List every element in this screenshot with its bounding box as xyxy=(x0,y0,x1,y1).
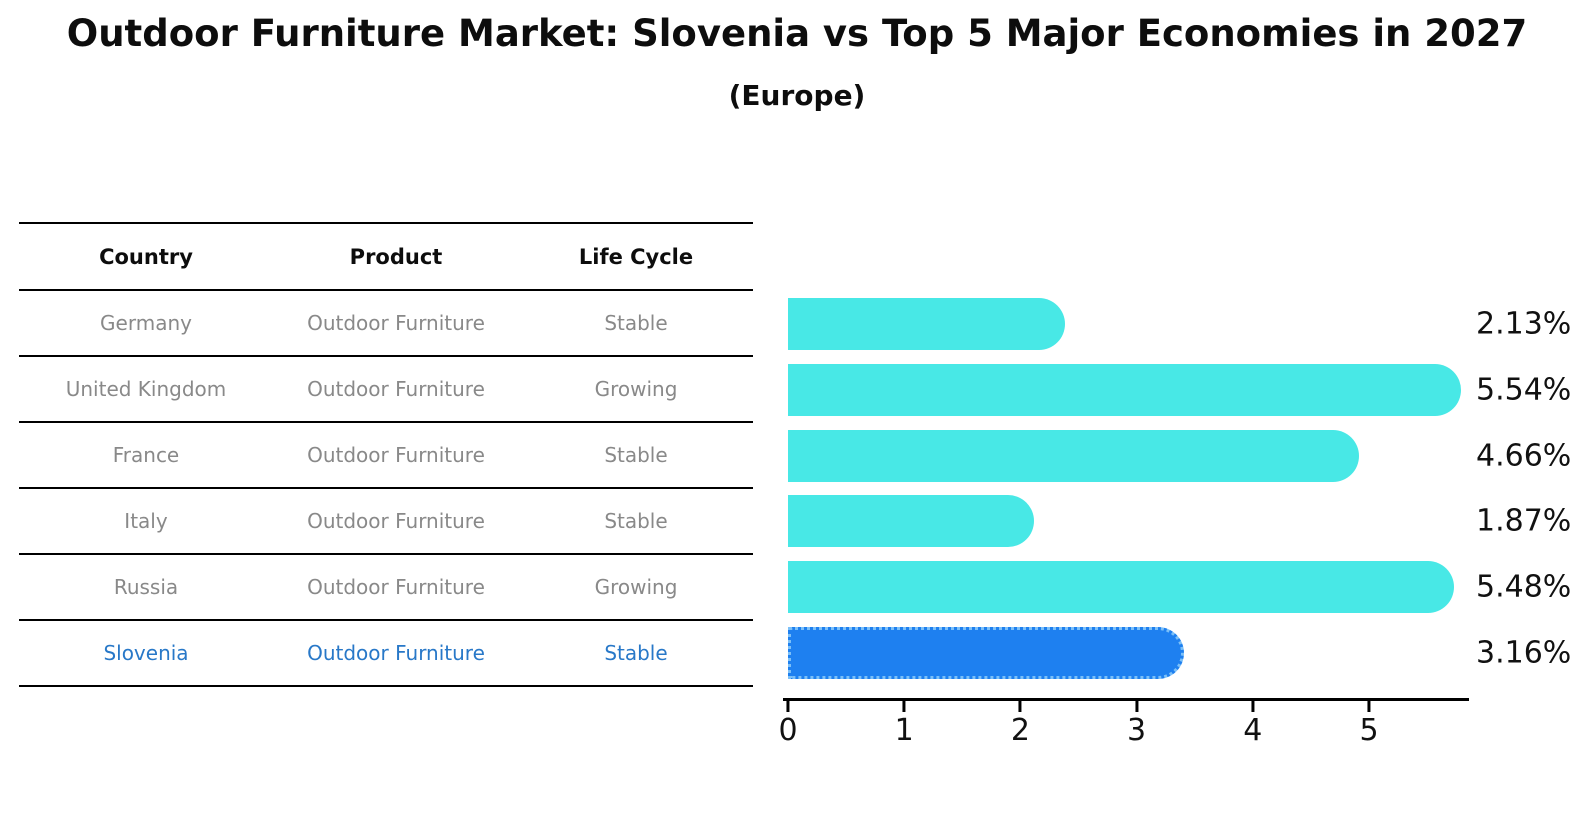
cell-lifecycle: Stable xyxy=(604,443,668,467)
cell-country: Russia xyxy=(113,575,179,599)
tick-mark xyxy=(902,701,906,712)
x-axis-line xyxy=(783,698,1469,701)
tick-label: 0 xyxy=(778,713,798,748)
tick-label: 2 xyxy=(1010,713,1030,748)
bar-row: 5.48% xyxy=(788,561,1571,613)
cell-country: Italy xyxy=(124,509,168,533)
cell-product: Outdoor Furniture xyxy=(307,443,485,467)
bar-france xyxy=(788,430,1359,482)
tick-mark xyxy=(1367,701,1371,712)
bar-chart: 2.13% 5.54% 4.66% 1.87% 5.48% 3.16% xyxy=(788,292,1571,687)
tick-mark xyxy=(1251,701,1255,712)
value-label: 3.16% xyxy=(1476,635,1572,671)
x-axis-ticks: 0 1 2 3 4 5 xyxy=(778,701,1469,761)
bar-row: 2.13% xyxy=(788,298,1571,350)
bar-italy xyxy=(788,495,1035,547)
tick-label: 3 xyxy=(1127,713,1147,748)
bar-germany xyxy=(788,298,1065,350)
table-row: Russia Outdoor Furniture Growing xyxy=(19,555,753,621)
header-cell-lifecycle: Life Cycle xyxy=(578,244,694,269)
value-label: 2.13% xyxy=(1476,306,1572,342)
header-cell-product: Product xyxy=(349,244,443,269)
bar-russia xyxy=(788,561,1454,613)
cell-lifecycle: Growing xyxy=(594,377,678,401)
cell-product: Outdoor Furniture xyxy=(307,377,485,401)
header-cell-country: Country xyxy=(99,244,193,269)
table-row: Germany Outdoor Furniture Stable xyxy=(19,291,753,357)
value-label: 4.66% xyxy=(1476,438,1572,474)
table-row: United Kingdom Outdoor Furniture Growing xyxy=(19,357,753,423)
comparison-table: Country Product Life Cycle Germany Outdo… xyxy=(19,222,753,687)
table-row: Slovenia Outdoor Furniture Stable xyxy=(19,621,753,687)
cell-country: France xyxy=(112,443,180,467)
bar-united-kingdom xyxy=(788,364,1461,416)
tick-label: 1 xyxy=(894,713,914,748)
bar-row: 4.66% xyxy=(788,430,1571,482)
cell-country: Germany xyxy=(100,311,192,335)
x-tick: 5 xyxy=(1359,701,1379,748)
chart-subtitle: (Europe) xyxy=(728,79,866,112)
x-tick: 4 xyxy=(1243,701,1262,748)
cell-product: Outdoor Furniture xyxy=(307,575,485,599)
tick-label: 5 xyxy=(1359,713,1379,748)
value-label: 5.54% xyxy=(1476,372,1572,408)
x-tick: 2 xyxy=(1011,701,1030,748)
cell-product: Outdoor Furniture xyxy=(307,641,485,665)
tick-label: 4 xyxy=(1243,713,1263,748)
cell-product: Outdoor Furniture xyxy=(307,311,485,335)
x-tick: 3 xyxy=(1127,701,1146,748)
cell-country: Slovenia xyxy=(103,641,189,665)
bar-row: 3.16% xyxy=(788,627,1571,679)
bar-row: 5.54% xyxy=(788,364,1571,416)
tick-mark xyxy=(786,701,790,712)
value-label: 1.87% xyxy=(1476,503,1572,539)
x-tick: 1 xyxy=(895,701,914,748)
bar-slovenia-highlighted xyxy=(788,627,1185,679)
table-header-row: Country Product Life Cycle xyxy=(19,224,753,291)
x-tick: 0 xyxy=(778,701,798,748)
cell-lifecycle: Stable xyxy=(604,311,668,335)
cell-lifecycle: Stable xyxy=(604,641,668,665)
tick-mark xyxy=(1018,701,1022,712)
cell-lifecycle: Stable xyxy=(604,509,668,533)
value-label: 5.48% xyxy=(1476,569,1572,605)
bar-row: 1.87% xyxy=(788,495,1571,547)
tick-mark xyxy=(1135,701,1139,712)
cell-country: United Kingdom xyxy=(65,377,227,401)
cell-lifecycle: Growing xyxy=(594,575,678,599)
table-row: Italy Outdoor Furniture Stable xyxy=(19,489,753,555)
cell-product: Outdoor Furniture xyxy=(307,509,485,533)
chart-title: Outdoor Furniture Market: Slovenia vs To… xyxy=(66,12,1528,55)
table-row: France Outdoor Furniture Stable xyxy=(19,423,753,489)
